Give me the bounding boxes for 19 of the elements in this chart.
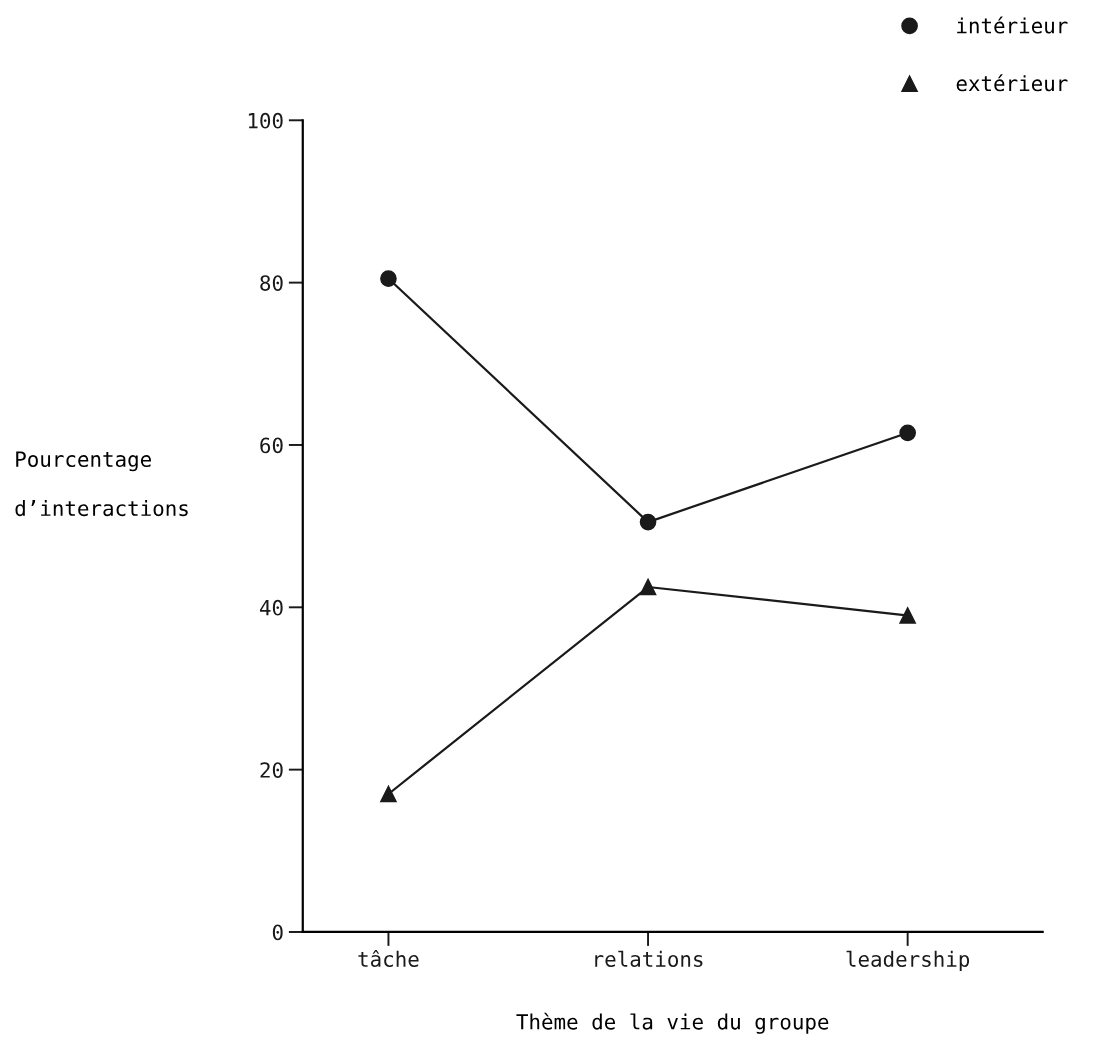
y-tick-label: 100 (248, 112, 283, 129)
point (899, 424, 916, 442)
y-tick-label: 0 (272, 924, 283, 941)
y-tick-label: 80 (260, 275, 283, 291)
x-tick-label: leadership (846, 950, 970, 972)
point (380, 270, 397, 287)
x-axis-title: Thème de la vie du groupe (516, 1012, 829, 1034)
legend-label: intérieur (957, 16, 1068, 34)
y-tick-label: 20 (260, 762, 283, 778)
point (899, 607, 916, 624)
x-tick-label: tâche (358, 950, 419, 967)
x-tick-label: relations (595, 950, 703, 967)
point (639, 578, 657, 596)
y-tick-label: 60 (260, 437, 283, 454)
point (639, 513, 657, 531)
text: Pourcentage d’interactions (15, 451, 188, 517)
y-tick-label: 40 (259, 599, 283, 616)
point (380, 785, 397, 803)
legend-label: extérieur (956, 74, 1068, 92)
